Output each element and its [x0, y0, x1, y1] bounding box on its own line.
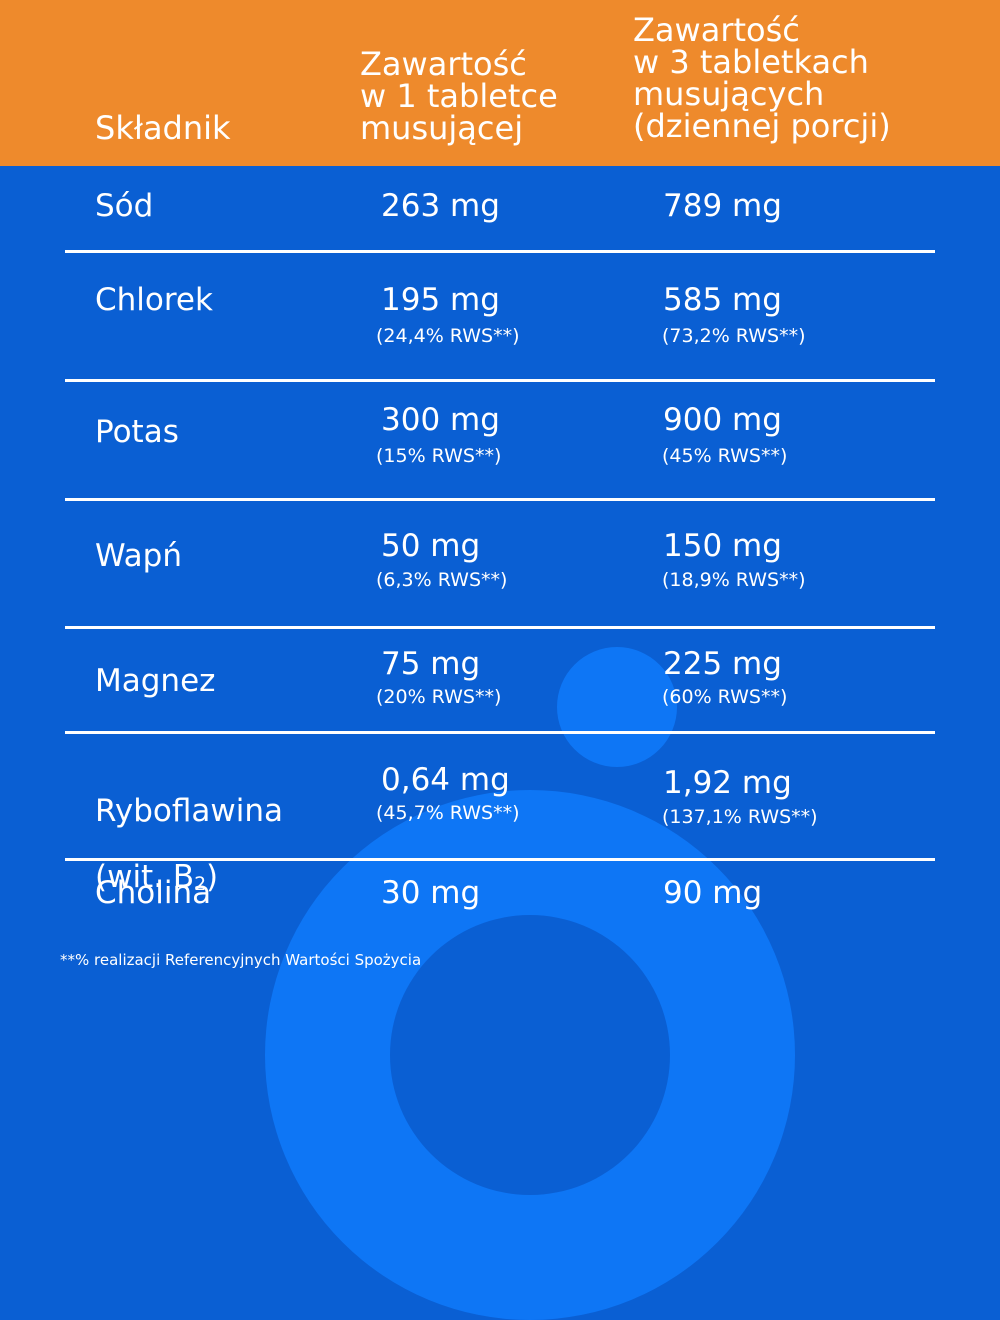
rws-per-3-tablets: (60% RWS**) [662, 686, 788, 708]
rws-per-3-tablets: (18,9% RWS**) [662, 569, 806, 591]
footnote: **% realizacji Referencyjnych Wartości S… [60, 951, 422, 969]
value-per-tablet: 195 mg [381, 282, 500, 318]
header-per-tablet: Zawartość w 1 tabletce musującej [360, 45, 558, 147]
subscript-2: 2 [194, 874, 207, 895]
rws-per-3-tablets: (45% RWS**) [662, 445, 788, 467]
value-per-tablet: 263 mg [381, 188, 500, 224]
row-separator [65, 626, 935, 629]
ingredient-name-close: ) [206, 859, 219, 895]
ingredient-name: Chlorek [95, 282, 213, 318]
ingredient-name-line1: Ryboflawina [95, 793, 283, 829]
rws-per-tablet: (6,3% RWS**) [376, 569, 508, 591]
row-separator [65, 498, 935, 501]
row-separator [65, 731, 935, 734]
ingredient-name: Potas [95, 414, 179, 450]
rws-per-3-tablets: (73,2% RWS**) [662, 325, 806, 347]
rws-per-tablet: (15% RWS**) [376, 445, 502, 467]
ingredient-name: Sód [95, 188, 154, 224]
value-per-3-tablets: 225 mg [663, 646, 782, 682]
value-per-3-tablets: 150 mg [663, 528, 782, 564]
rws-per-tablet: (20% RWS**) [376, 686, 502, 708]
rws-per-tablet: (24,4% RWS**) [376, 325, 520, 347]
value-per-3-tablets: 90 mg [663, 875, 763, 911]
value-per-3-tablets: 900 mg [663, 402, 782, 438]
header-per-3-tablets: Zawartość w 3 tabletkach musujących (dzi… [633, 11, 891, 145]
row-separator [65, 250, 935, 253]
ingredient-name: Magnez [95, 663, 216, 699]
value-per-tablet: 30 mg [381, 875, 481, 911]
ingredient-name-line2: (wit. B [95, 859, 195, 895]
row-separator [65, 379, 935, 382]
header-ingredient: Składnik [95, 109, 231, 147]
value-per-3-tablets: 789 mg [663, 188, 782, 224]
rws-per-tablet: (45,7% RWS**) [376, 802, 520, 824]
value-per-tablet: 75 mg [381, 646, 481, 682]
decorative-circle-hole [390, 915, 670, 1195]
value-per-3-tablets: 585 mg [663, 282, 782, 318]
row-separator [65, 858, 935, 861]
ingredient-name: Wapń [95, 538, 182, 574]
decorative-circle-small [557, 647, 677, 767]
value-per-3-tablets: 1,92 mg [663, 765, 792, 801]
table-header: Składnik Zawartość w 1 tabletce musujące… [0, 0, 1000, 166]
value-per-tablet: 0,64 mg [381, 762, 510, 798]
value-per-tablet: 50 mg [381, 528, 481, 564]
ingredient-name: Ryboflawina (wit. B2) [95, 762, 283, 901]
ingredient-name: Cholina [95, 875, 212, 911]
rws-per-3-tablets: (137,1% RWS**) [662, 806, 818, 828]
value-per-tablet: 300 mg [381, 402, 500, 438]
